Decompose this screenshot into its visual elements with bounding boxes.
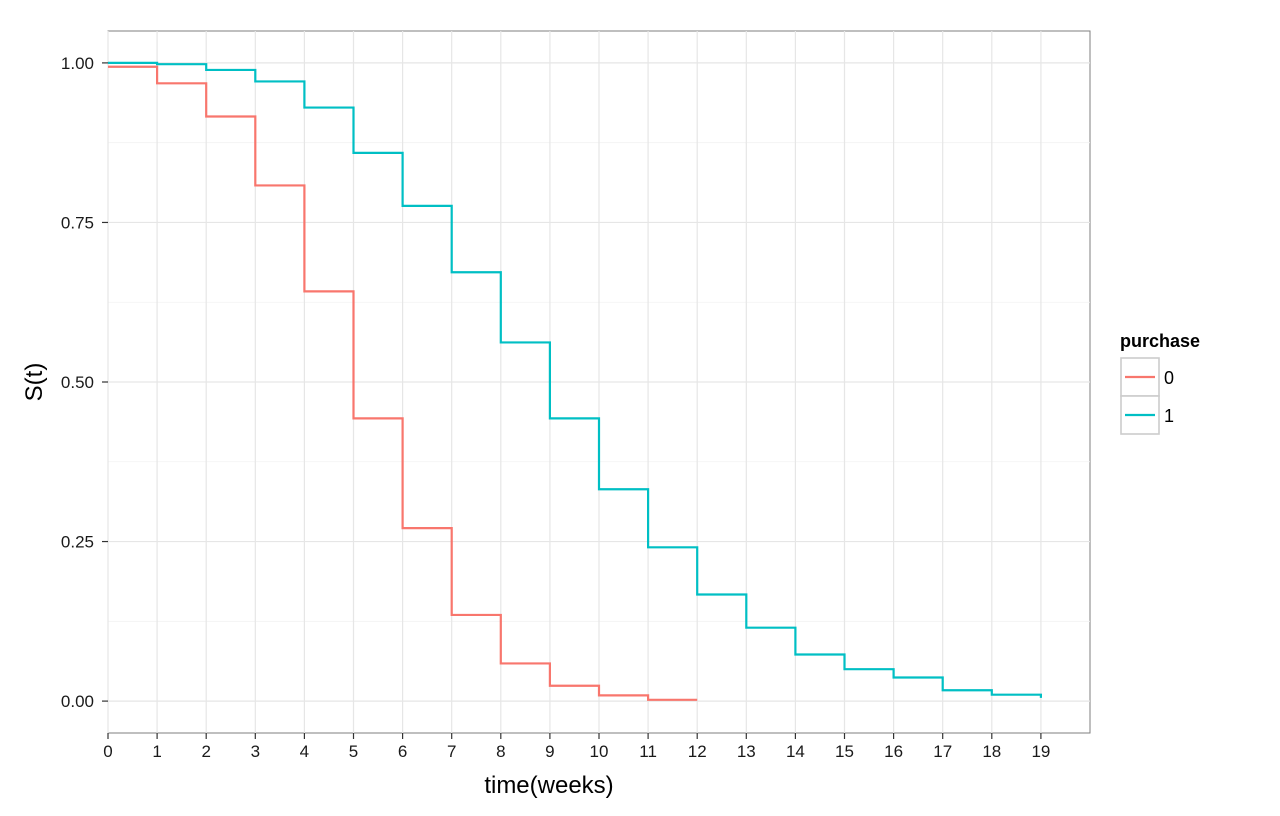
y-axis-title: S(t) xyxy=(21,363,48,402)
x-tick-label: 12 xyxy=(688,742,707,761)
x-tick-label: 10 xyxy=(590,742,609,761)
y-tick-label: 0.25 xyxy=(61,533,94,552)
x-tick-label: 3 xyxy=(251,742,260,761)
x-tick-label: 4 xyxy=(300,742,309,761)
x-axis: 0 1 2 3 4 5 6 7 8 9 10 11 12 13 14 15 16 17 18 19 xyxy=(103,733,1050,761)
x-tick-label: 0 xyxy=(103,742,112,761)
x-tick-label: 17 xyxy=(933,742,952,761)
legend-label-0: 0 xyxy=(1164,368,1174,388)
x-tick-label: 8 xyxy=(496,742,505,761)
x-tick-label: 2 xyxy=(201,742,210,761)
series-line-1 xyxy=(108,61,1042,698)
legend: purchase 0 1 xyxy=(1120,331,1200,435)
x-tick-label: 1 xyxy=(152,742,161,761)
y-tick-label: 0.00 xyxy=(61,692,94,711)
legend-title: purchase xyxy=(1120,331,1200,351)
x-tick-label: 9 xyxy=(545,742,554,761)
y-axis: 0.00 0.25 0.50 0.75 1.00 xyxy=(61,54,108,711)
x-tick-label: 13 xyxy=(737,742,756,761)
x-axis-title: time(weeks) xyxy=(484,772,613,799)
x-tick-label: 5 xyxy=(349,742,358,761)
x-tick-label: 14 xyxy=(786,742,805,761)
x-tick-label: 7 xyxy=(447,742,456,761)
y-tick-label: 0.75 xyxy=(61,213,94,232)
y-tick-label: 1.00 xyxy=(61,54,94,73)
x-tick-label: 16 xyxy=(884,742,903,761)
x-tick-label: 15 xyxy=(835,742,854,761)
x-tick-label: 6 xyxy=(398,742,407,761)
x-tick-label: 11 xyxy=(639,742,657,761)
x-tick-label: 18 xyxy=(982,742,1001,761)
y-tick-label: 0.50 xyxy=(61,373,94,392)
series-layer xyxy=(108,61,1042,701)
series-line-0 xyxy=(108,65,698,701)
x-tick-label: 19 xyxy=(1031,742,1050,761)
legend-label-1: 1 xyxy=(1164,406,1174,426)
